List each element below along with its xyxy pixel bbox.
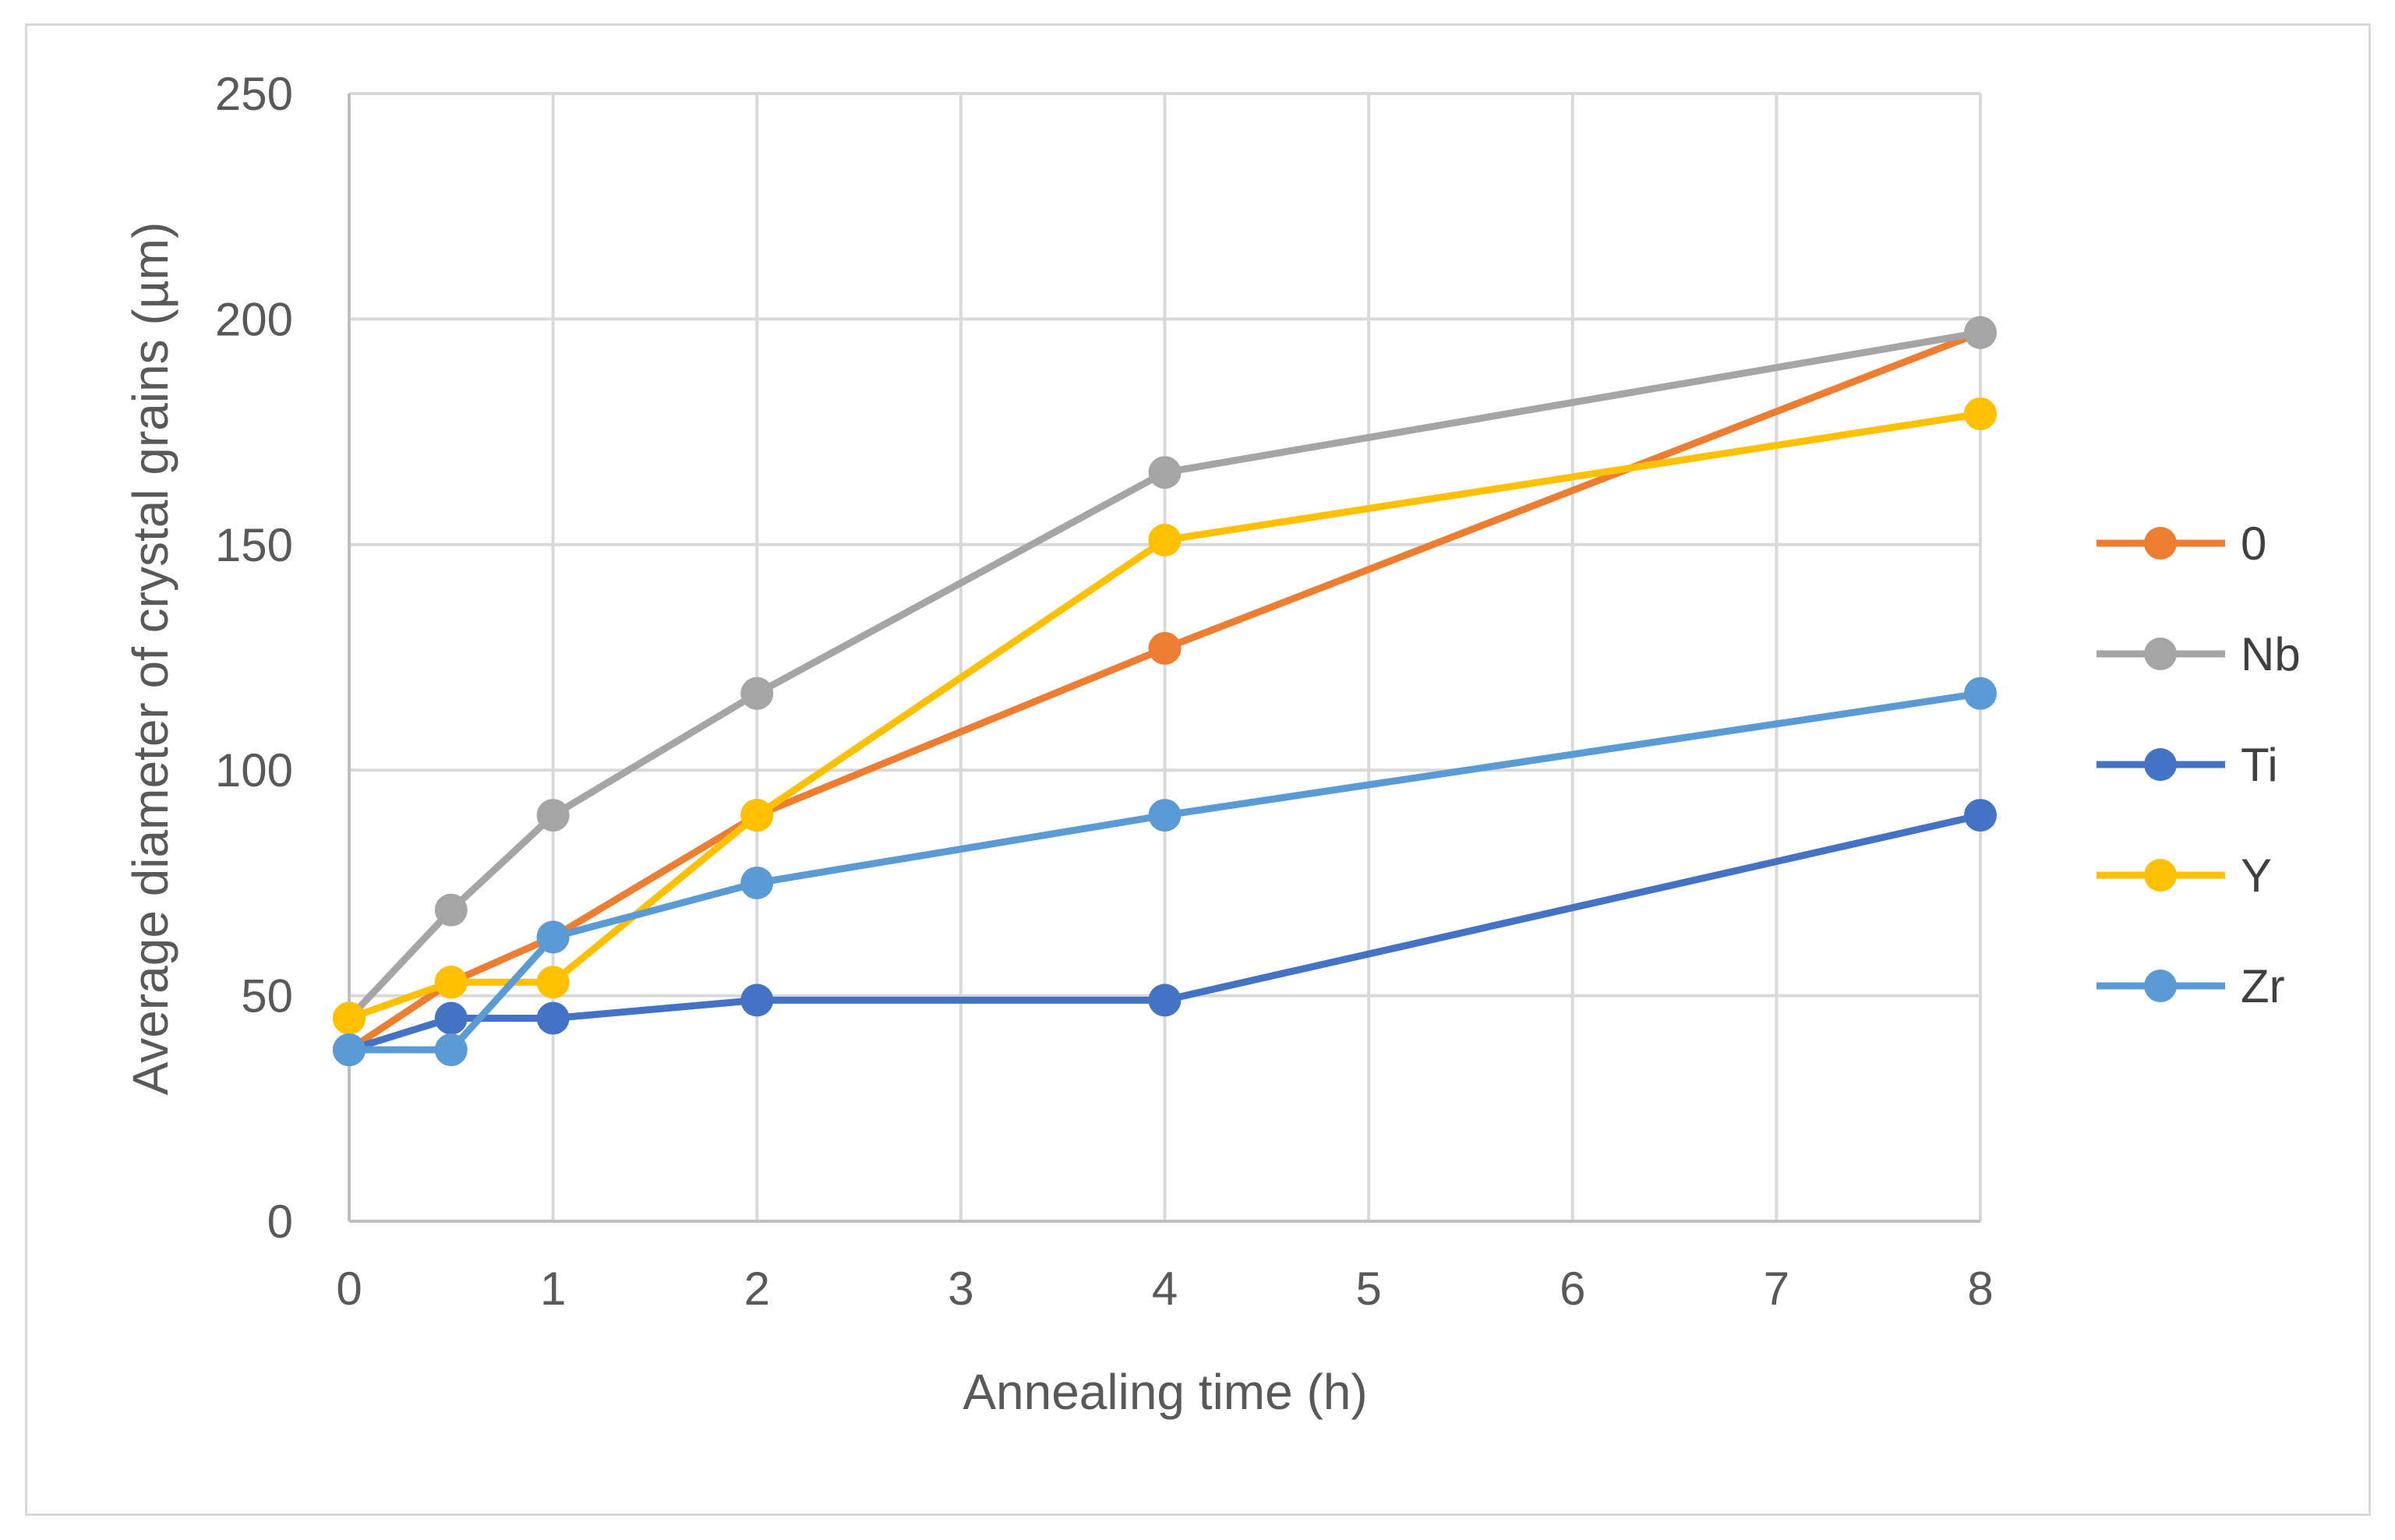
legend-label-0: 0: [2241, 517, 2266, 570]
legend-marker-zr: [2144, 970, 2177, 1002]
data-point-ti-5: [1964, 799, 1997, 832]
data-point-y-5: [1964, 397, 1997, 430]
data-point-zr-4: [1148, 799, 1182, 832]
data-point-zr-3: [740, 866, 774, 899]
legend-label-y: Y: [2241, 849, 2272, 902]
legend-item-0: 0: [2097, 517, 2266, 570]
x-tick-label-4: 4: [1152, 1263, 1178, 1315]
data-point-0-4: [1148, 631, 1182, 665]
data-point-nb-4: [1148, 456, 1182, 489]
series-line-y: [348, 410, 1981, 1022]
data-point-y-1: [434, 966, 468, 999]
data-point-nb-5: [1964, 316, 1997, 349]
data-point-zr-5: [1964, 676, 1997, 710]
legend-marker-0: [2144, 527, 2177, 560]
legend-item-ti: Ti: [2097, 739, 2278, 791]
legend-item-nb: Nb: [2097, 628, 2301, 680]
data-point-ti-3: [740, 984, 774, 1017]
data-point-y-2: [536, 966, 570, 999]
legend-marker-y: [2144, 859, 2177, 892]
series-layer: [333, 316, 1997, 1067]
data-point-ti-2: [536, 1001, 570, 1035]
x-tick-label-5: 5: [1355, 1263, 1381, 1315]
x-tick-label-8: 8: [1967, 1263, 1993, 1315]
y-tick-label-50: 50: [241, 970, 293, 1023]
x-tick-label-1: 1: [540, 1263, 566, 1315]
y-tick-label-250: 250: [215, 68, 293, 120]
legend-label-nb: Nb: [2241, 628, 2301, 680]
legend-item-zr: Zr: [2097, 960, 2285, 1012]
x-tick-label-6: 6: [1560, 1263, 1585, 1315]
data-point-y-4: [1148, 524, 1182, 557]
legend-layer: 0 Nb Ti Y Zr: [2097, 517, 2301, 1012]
legend-label-ti: Ti: [2241, 739, 2278, 791]
data-point-nb-2: [536, 799, 570, 832]
y-tick-label-0: 0: [267, 1196, 293, 1248]
data-point-zr-2: [536, 920, 570, 954]
data-point-ti-4: [1148, 984, 1182, 1017]
x-tick-label-0: 0: [336, 1263, 362, 1315]
series-line-zr: [349, 690, 1981, 1054]
data-point-zr-0: [333, 1033, 366, 1067]
data-point-ti-1: [434, 1001, 468, 1035]
y-axis-title: Average diameter of crystal grains (µm): [122, 222, 178, 1096]
data-point-y-0: [333, 1001, 366, 1035]
series-line-nb: [346, 329, 1981, 1021]
y-tick-label-150: 150: [215, 519, 293, 571]
data-point-y-3: [740, 799, 774, 832]
data-point-nb-3: [740, 676, 774, 710]
legend-marker-nb: [2144, 638, 2177, 670]
y-tick-label-200: 200: [215, 293, 293, 345]
legend-item-y: Y: [2097, 849, 2272, 902]
y-tick-label-100: 100: [215, 744, 293, 796]
legend-label-zr: Zr: [2241, 960, 2285, 1012]
x-axis-title: Annealing time (h): [963, 1364, 1367, 1420]
x-tick-label-3: 3: [948, 1263, 973, 1315]
series-line-0: [347, 329, 1982, 1053]
axis-layer: 0 50 100 150 200 250 0 1 2 3 4 5 6 7 8: [215, 68, 1994, 1315]
x-tick-label-2: 2: [744, 1263, 770, 1315]
data-point-nb-1: [434, 893, 468, 927]
x-tick-label-7: 7: [1764, 1263, 1789, 1315]
data-point-zr-1: [434, 1033, 468, 1067]
legend-marker-ti: [2144, 748, 2177, 781]
series-line-ti: [348, 811, 1981, 1054]
